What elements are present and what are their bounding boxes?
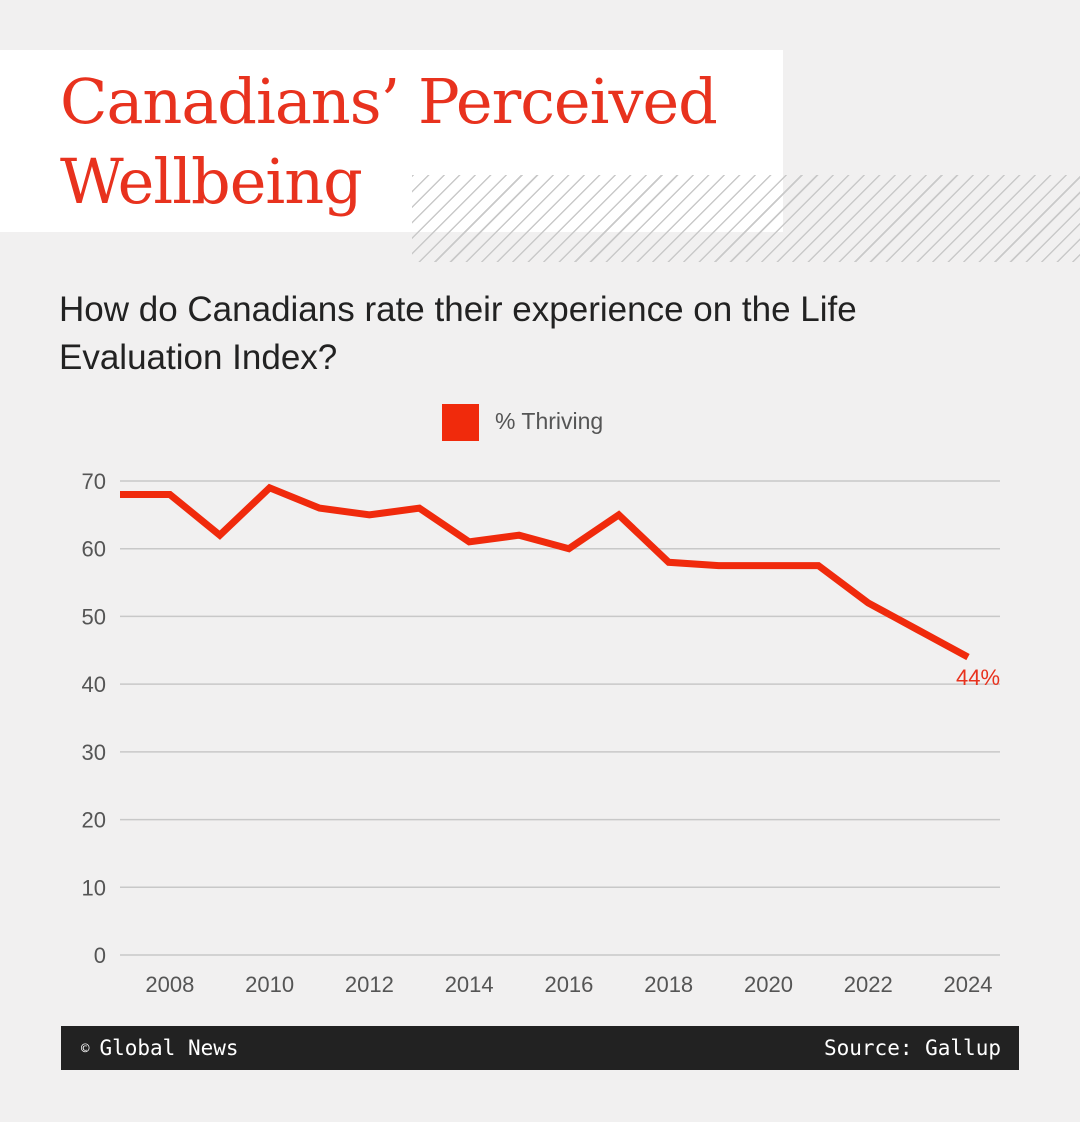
line-chart: 0 10 20 30 40 50 60 70 2008 2010 2012 2014 2016 2018 2… — [82, 469, 1001, 997]
footer-source: Source: Gallup — [823, 1036, 1001, 1060]
footer-credit: © Global News — [81, 1036, 239, 1060]
chart-subtitle: How do Canadians rate their experience o… — [59, 290, 857, 377]
x-tick-label: 2012 — [345, 972, 394, 997]
y-tick-label: 70 — [82, 469, 106, 494]
page-title: Canadians’ Perceived Wellbeing — [60, 65, 718, 218]
x-tick-label: 2018 — [644, 972, 693, 997]
x-tick-label: 2016 — [544, 972, 593, 997]
y-tick-label: 50 — [82, 604, 106, 629]
y-tick-label: 0 — [94, 943, 106, 968]
x-tick-label: 2022 — [844, 972, 893, 997]
y-tick-label: 30 — [82, 740, 106, 765]
legend-swatch — [442, 404, 479, 441]
footer-bar: © Global News Source: Gallup — [61, 1026, 1019, 1070]
legend-label: % Thriving — [495, 408, 604, 434]
y-tick-label: 10 — [82, 875, 106, 900]
series-line-thriving — [120, 483, 970, 661]
y-tick-label: 40 — [82, 672, 106, 697]
x-tick-label: 2014 — [445, 972, 494, 997]
x-tick-label: 2008 — [145, 972, 194, 997]
hatch-decoration — [412, 175, 1080, 262]
copyright-icon: © — [81, 1041, 90, 1057]
x-tick-label: 2010 — [245, 972, 294, 997]
footer-credit-text: Global News — [99, 1036, 239, 1060]
end-value-label: 44% — [956, 665, 1000, 690]
y-tick-label: 20 — [82, 808, 106, 833]
x-tick-label: 2020 — [744, 972, 793, 997]
y-tick-label: 60 — [82, 537, 106, 562]
x-tick-label: 2024 — [944, 972, 993, 997]
